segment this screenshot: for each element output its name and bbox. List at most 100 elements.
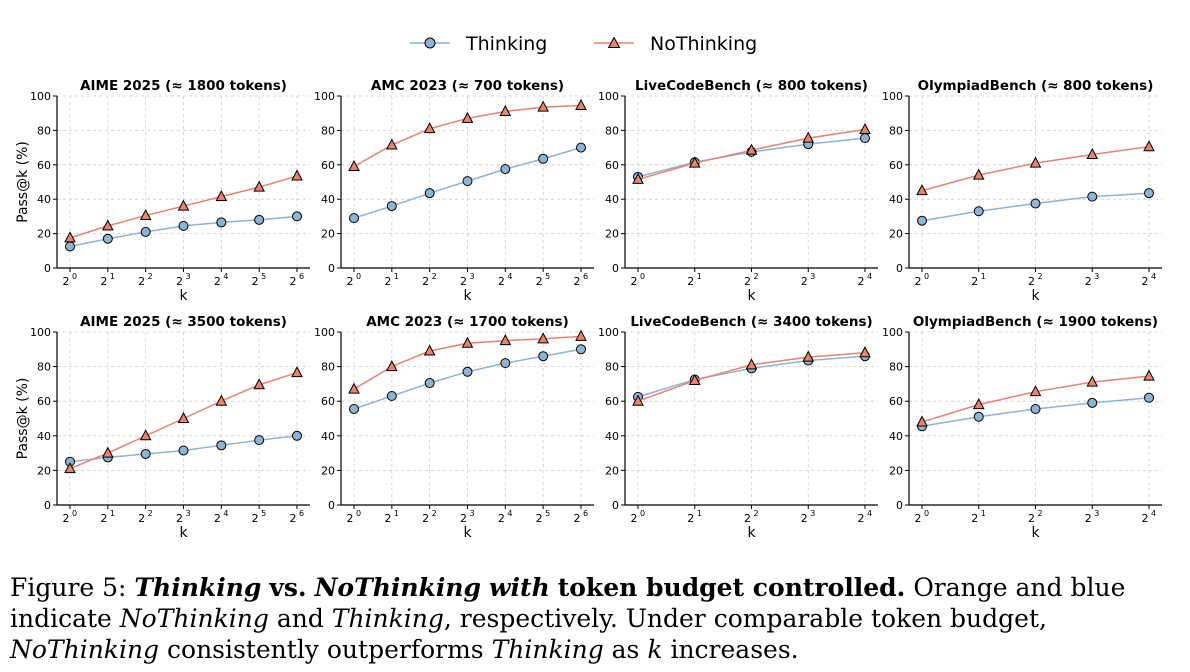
y-tick-label: 20	[605, 228, 619, 241]
x-tick-label: 2	[858, 275, 865, 288]
x-tick-label: 2	[176, 512, 183, 525]
y-tick-label: 80	[321, 361, 335, 374]
nothinking-point	[688, 373, 701, 385]
caption-budget: token budget controlled.	[557, 573, 906, 602]
caption-nothinking: NoThinking	[314, 573, 482, 602]
x-tick-label: 2	[214, 275, 221, 288]
y-tick-label: 40	[889, 430, 903, 443]
x-tick-label: 2	[1085, 512, 1092, 525]
legend-nothinking-label: NoThinking	[650, 33, 757, 55]
caption-thinking-3: Thinking	[491, 635, 604, 664]
panel-title: AIME 2025 (≈ 3500 tokens)	[80, 314, 287, 330]
legend-thinking-marker	[424, 37, 436, 49]
x-tick-label: 2	[63, 275, 70, 288]
nothinking-point	[291, 169, 303, 181]
thinking-point	[576, 344, 586, 355]
thinking-point	[973, 206, 984, 217]
caption-thinking: Thinking	[134, 573, 262, 602]
thinking-point	[349, 213, 359, 224]
thinking-point	[292, 430, 302, 441]
thinking-point	[216, 217, 227, 228]
x-tick-label: 2	[384, 275, 391, 288]
thinking-point	[102, 233, 113, 244]
nothinking-point	[499, 334, 512, 346]
x-tick-exponent: 0	[640, 272, 645, 281]
y-tick-label: 40	[37, 193, 51, 206]
thinking-point	[1030, 403, 1041, 414]
thinking-point	[254, 435, 265, 446]
x-tick-exponent: 0	[356, 509, 361, 518]
nothinking-point	[215, 190, 228, 202]
x-axis-label: k	[1031, 525, 1040, 541]
nothinking-point	[632, 394, 644, 406]
x-tick-label: 2	[971, 275, 978, 288]
y-tick-label: 0	[896, 499, 903, 512]
thinking-point	[917, 215, 927, 226]
x-tick-exponent: 1	[981, 509, 986, 518]
nothinking-point	[632, 172, 644, 184]
y-tick-label: 60	[37, 395, 51, 408]
x-tick-exponent: 4	[867, 509, 872, 518]
thinking-point	[140, 226, 151, 237]
x-tick-label: 2	[1028, 275, 1035, 288]
figure-panels: Thinking NoThinking 0 20 40 60 80 100 2 0 2 1 2 2 2 3 2 4…	[15, 33, 1162, 541]
x-tick-exponent: 6	[583, 509, 588, 518]
y-tick-label: 60	[321, 395, 335, 408]
nothinking-point	[1086, 147, 1099, 159]
y-tick-label: 60	[889, 395, 903, 408]
x-axis-label: k	[463, 288, 472, 304]
nothinking-point	[537, 100, 549, 112]
x-tick-exponent: 3	[470, 509, 475, 518]
nothinking-point	[1029, 156, 1042, 168]
y-tick-label: 80	[321, 124, 335, 137]
y-tick-label: 60	[321, 159, 335, 172]
x-tick-label: 2	[176, 275, 183, 288]
x-tick-exponent: 3	[470, 272, 475, 281]
x-tick-label: 2	[138, 275, 145, 288]
caption-text-1: Orange and blue indicate	[10, 573, 1126, 633]
x-tick-exponent: 3	[186, 509, 191, 518]
y-tick-label: 20	[321, 464, 335, 477]
x-tick-label: 2	[1142, 512, 1149, 525]
x-tick-exponent: 2	[1038, 509, 1043, 518]
y-tick-label: 100	[314, 90, 335, 103]
nothinking-point	[499, 104, 512, 116]
x-tick-exponent: 3	[1094, 509, 1099, 518]
x-tick-label: 2	[536, 275, 543, 288]
x-tick-label: 2	[138, 512, 145, 525]
x-tick-exponent: 2	[754, 509, 759, 518]
x-tick-label: 2	[498, 275, 505, 288]
y-tick-label: 60	[605, 159, 619, 172]
x-tick-exponent: 0	[72, 272, 77, 281]
x-tick-exponent: 0	[924, 509, 929, 518]
thinking-point	[178, 220, 189, 231]
x-tick-exponent: 1	[394, 509, 399, 518]
nothinking-point	[291, 366, 303, 378]
x-tick-label: 2	[63, 512, 70, 525]
thinking-point	[462, 176, 473, 187]
y-tick-label: 20	[605, 464, 619, 477]
caption-text-3: consistently outperforms	[167, 635, 484, 664]
x-tick-label: 2	[801, 512, 808, 525]
x-tick-exponent: 4	[223, 272, 228, 281]
thinking-point	[500, 358, 511, 369]
nothinking-point	[386, 360, 398, 372]
thinking-point	[178, 445, 189, 456]
y-tick-label: 100	[882, 326, 903, 339]
thinking-point	[973, 411, 984, 422]
nothinking-point	[423, 344, 436, 356]
caption-label: Figure 5:	[10, 573, 127, 602]
x-tick-exponent: 2	[432, 272, 437, 281]
thinking-point	[254, 214, 265, 225]
thinking-point	[538, 351, 549, 362]
caption-nothinking-2: NoThinking	[119, 604, 269, 633]
legend-nothinking-marker	[607, 36, 621, 48]
caption-with: with	[489, 573, 550, 602]
nothinking-point	[139, 429, 152, 441]
thinking-point	[1087, 191, 1098, 202]
